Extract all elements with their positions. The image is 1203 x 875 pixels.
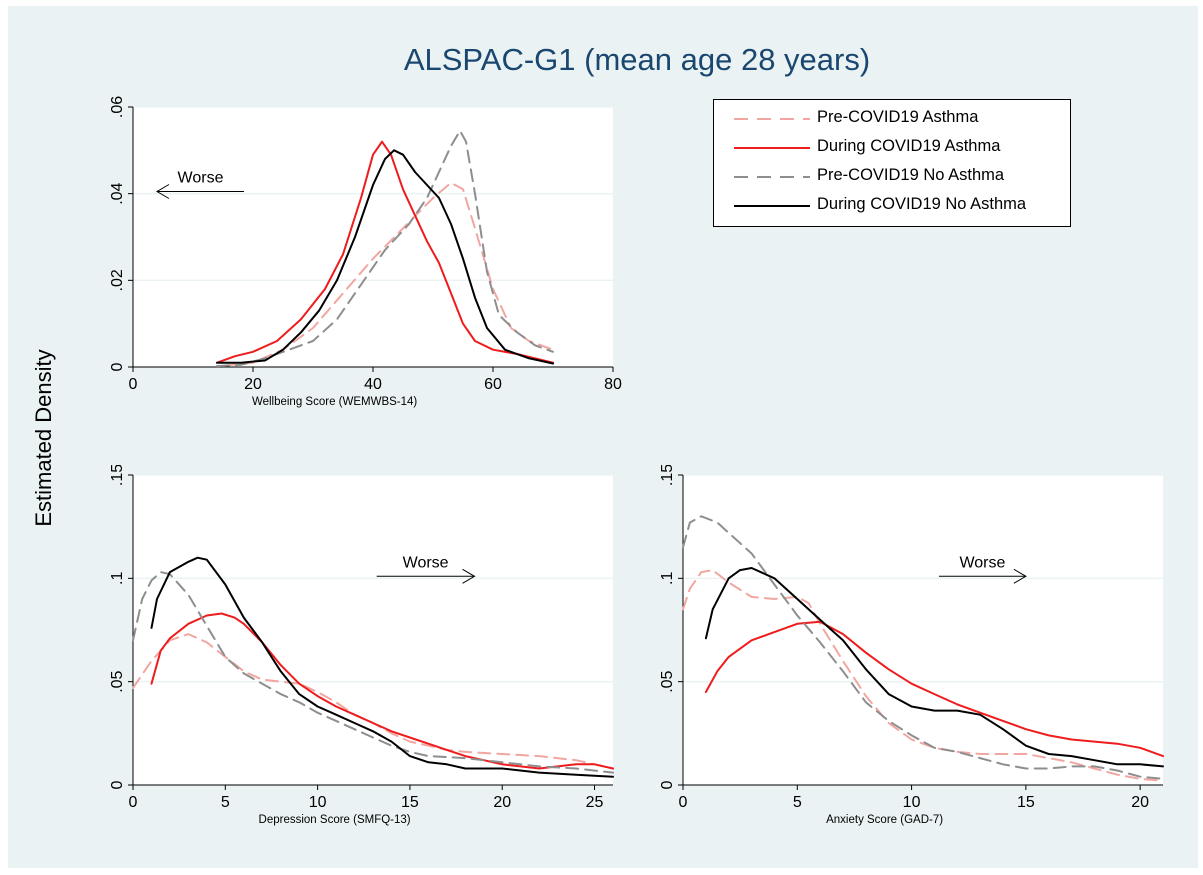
legend-item: During COVID19 Asthma [714,137,1070,159]
x-tick-label: 15 [1017,794,1035,811]
annotation-label: Worse [403,554,449,571]
figure-title: ALSPAC-G1 (mean age 28 years) [403,42,871,77]
annotation-label: Worse [178,170,224,187]
x-tick-label: 0 [679,794,688,811]
x-tick-label: 60 [484,376,502,393]
y-tick-label: .15 [659,465,676,486]
y-tick-label: .04 [109,182,126,204]
chart-legend: Pre-COVID19 Asthma During COVID19 Asthma… [713,99,1071,227]
y-tick-label: 0 [109,780,126,789]
legend-label: Pre-COVID19 Asthma [817,108,979,126]
x-tick-label: 80 [604,376,622,393]
series-line-during-asthma [216,140,554,364]
depression-density-chart: 0 .05 .1 .15 0 5 10 15 20 25 Depression Score (SMF… [109,465,614,826]
y-tick-label: .02 [109,269,126,291]
legend-label: Pre-COVID19 No Asthma [817,166,1005,184]
legend-swatch-during-asthma [734,147,810,149]
wellbeing-density-chart: 0 .02 .04 .06 0 20 40 60 80 Wellbeing Score (WEMW… [109,96,622,408]
annotation-label: Worse [959,554,1005,571]
plot-area [683,475,1163,785]
legend-item: Pre-COVID19 No Asthma [714,166,1070,188]
y-tick-label: 0 [659,780,676,789]
x-axis-label: Wellbeing Score (WEMWBS-14) [252,396,417,408]
plot-area [133,475,613,785]
x-tick-label: 20 [493,794,511,811]
series-line-during-no-asthma [150,556,614,778]
y-tick-label: .15 [109,465,126,486]
x-tick-label: 40 [364,376,382,393]
x-tick-label: 15 [401,794,419,811]
y-tick-label: .1 [659,572,676,585]
legend-swatch-pre-no-asthma [734,176,810,178]
legend-item: During COVID19 No Asthma [714,195,1070,217]
legend-swatch-during-no-asthma [734,205,810,207]
x-tick-label: 10 [903,794,921,811]
annotation-arrow-head [462,568,476,584]
series-line-pre-no-asthma [682,515,1164,780]
plot-area [133,107,613,367]
series-line-during-no-asthma [704,567,1164,768]
x-tick-label: 25 [586,794,604,811]
series-line-pre-no-asthma [216,129,554,368]
legend-label: During COVID19 No Asthma [817,195,1027,213]
series-line-during-no-asthma [216,149,554,365]
y-tick-label: .05 [109,670,126,692]
y-tick-label: .05 [659,670,676,692]
x-tick-label: 0 [129,794,138,811]
legend-label: During COVID19 Asthma [817,137,1001,155]
legend-item: Pre-COVID19 Asthma [714,108,1070,130]
x-tick-label: 20 [1131,794,1149,811]
legend-swatch-pre-asthma [734,118,810,120]
y-tick-label: .1 [109,572,126,585]
annotation-arrow-head [156,184,170,199]
anxiety-density-chart: 0 .05 .1 .15 0 5 10 15 20 Anxiety Score (GAD-7) Wo… [659,465,1164,826]
y-tick-label: .06 [109,96,126,118]
x-tick-label: 5 [793,794,802,811]
x-tick-label: 5 [221,794,230,811]
series-line-pre-asthma [222,181,554,367]
x-tick-label: 0 [129,376,138,393]
x-axis-label: Anxiety Score (GAD-7) [826,814,943,826]
shared-y-axis-label: Estimated Density [31,349,56,527]
x-axis-label: Depression Score (SMFQ-13) [259,814,411,826]
annotation-arrow-head [1013,568,1027,584]
series-line-pre-asthma [132,633,614,770]
x-tick-label: 20 [244,376,262,393]
series-line-during-asthma [150,612,614,770]
series-line-during-asthma [704,620,1164,758]
series-line-pre-asthma [682,569,1164,782]
x-tick-label: 10 [309,794,327,811]
y-tick-label: 0 [109,362,126,371]
